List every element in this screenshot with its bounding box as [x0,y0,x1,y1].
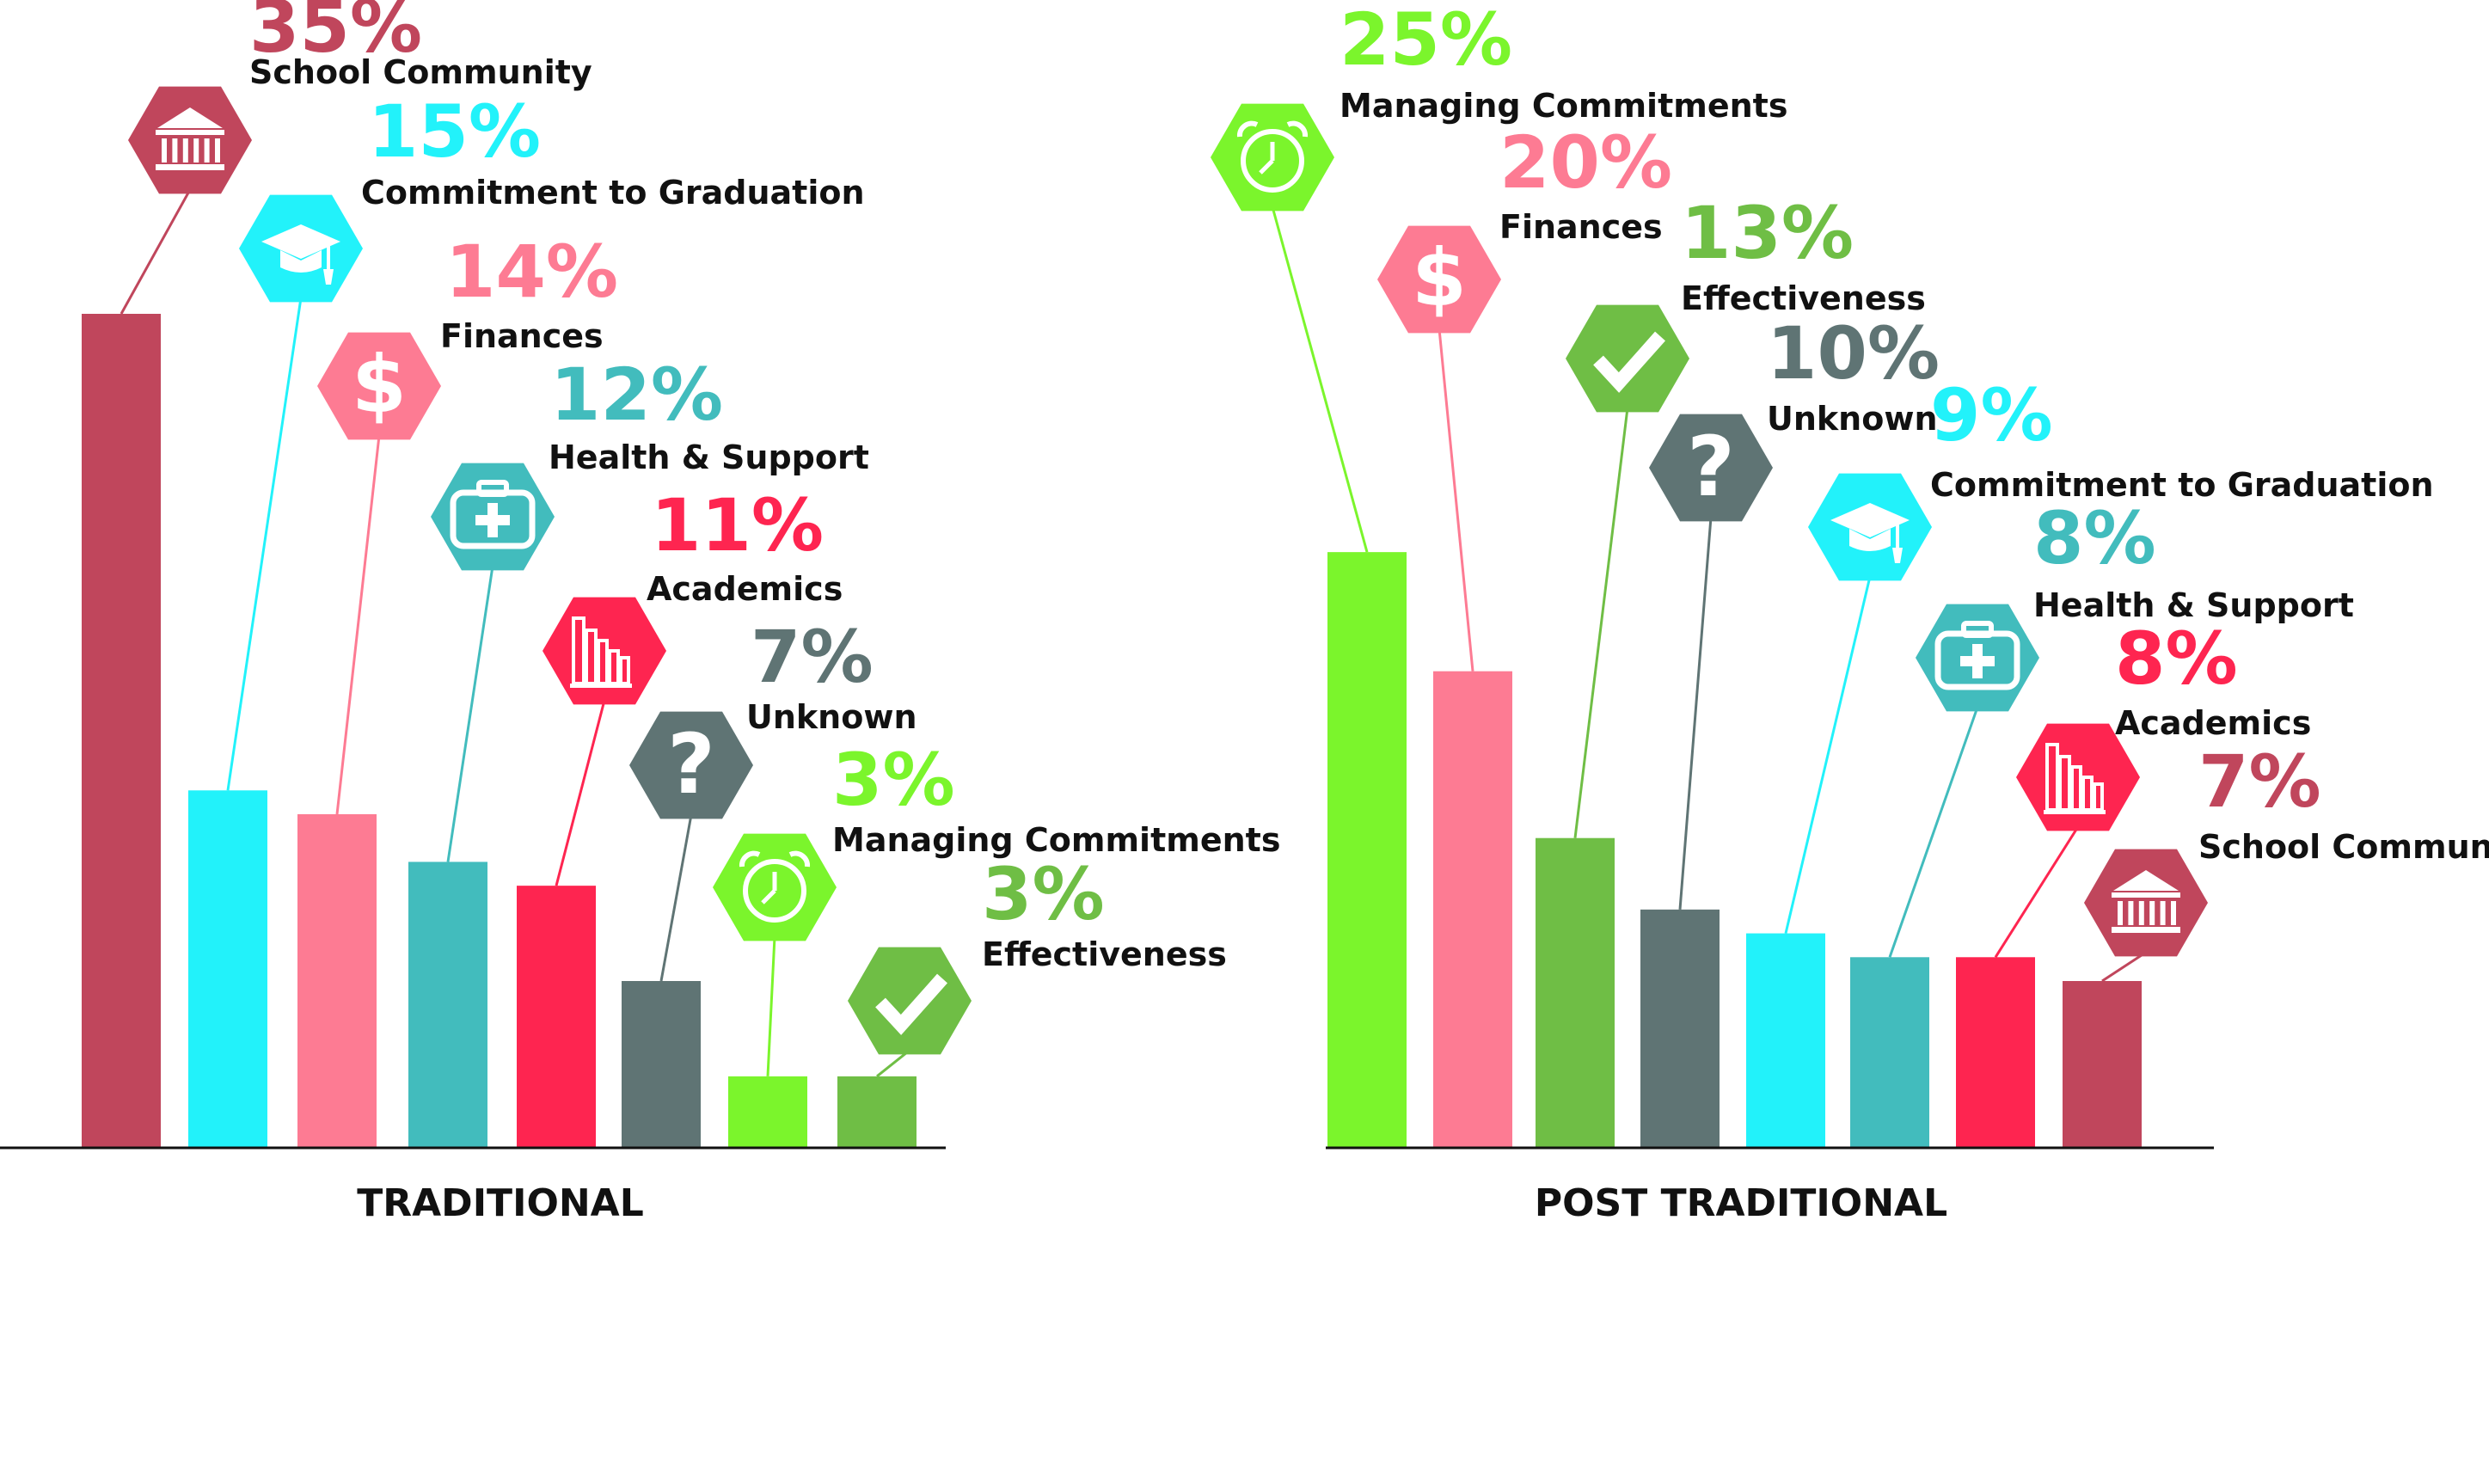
category-label: Health & Support [2033,586,2354,624]
category-label: Commitment to Graduation [361,174,865,212]
bar-managing-commitments [1327,552,1407,1148]
chart-title: TRADITIONAL [357,1181,644,1225]
question-icon: ? [629,711,753,819]
connector-line [1994,825,2080,959]
value-label: 8% [2115,616,2238,701]
bar-school-community [2063,981,2142,1148]
bar-academics [1956,957,2035,1148]
value-label: 7% [751,615,874,699]
category-label: School Community [249,53,592,91]
category-label: Finances [1499,208,1663,246]
connector-line [1888,707,1979,958]
checkmark-icon [848,947,972,1055]
svg-text:$: $ [352,339,407,431]
value-label: 7% [2198,739,2321,824]
books-icon [543,597,666,705]
bar-commitment-to-graduation [1746,933,1825,1148]
category-label: Managing Commitments [1340,87,1787,125]
bar-academics [517,886,596,1148]
value-label: 3% [832,738,955,822]
value-label: 3% [982,852,1105,936]
bar-effectiveness [1536,837,1615,1148]
value-label: 35% [249,0,422,69]
bar-commitment-to-graduation [188,790,267,1148]
category-label: Unknown [746,698,917,736]
connector-line [446,566,494,862]
dollar-icon: $ [1377,225,1501,334]
svg-text:$: $ [1412,232,1467,324]
graduation-cap-icon [239,194,363,303]
category-label: Effectiveness [1681,279,1926,317]
alarm-clock-icon [1211,103,1334,212]
connector-line [766,936,776,1076]
value-label: 20% [1499,120,1672,205]
connector-line [555,700,606,886]
connector-line [120,188,192,315]
value-label: 10% [1767,311,1940,396]
bar-unknown [1640,909,1720,1148]
value-label: 14% [445,230,618,314]
category-label: Managing Commitments [832,821,1280,859]
bar-unknown [622,981,701,1148]
chart-title: POST TRADITIONAL [1535,1181,1947,1225]
category-label: Effectiveness [982,935,1227,973]
value-label: 8% [2033,496,2156,580]
connector-line [1784,576,1872,934]
building-icon [128,86,252,194]
category-label: Academics [647,570,843,608]
value-label: 12% [550,353,723,437]
category-label: Unknown [1767,400,1938,438]
connector-line [335,435,381,815]
category-label: Health & Support [549,438,869,476]
connector-line [876,1049,910,1078]
connector-line [226,297,303,791]
svg-text:?: ? [1687,419,1735,515]
bar-effectiveness [837,1076,917,1148]
connector-line [1678,517,1713,910]
building-icon [2084,849,2208,957]
svg-text:?: ? [667,716,715,813]
connector-line [2101,951,2147,983]
bar-finances [1433,671,1512,1148]
connector-line [1438,328,1474,671]
bar-managing-commitments [728,1076,807,1148]
first-aid-kit-icon [1916,604,2039,712]
value-label: 25% [1340,0,1512,82]
category-label: Commitment to Graduation [1930,466,2434,504]
value-label: 13% [1681,191,1854,275]
bar-finances [297,814,377,1148]
category-label: Academics [2115,704,2311,742]
alarm-clock-icon [713,833,837,941]
bar-health-support [408,862,487,1148]
bar-school-community [82,314,161,1148]
connector-line [1573,408,1629,838]
value-label: 9% [1930,373,2053,457]
question-icon: ? [1649,414,1773,522]
checkmark-icon [1566,304,1689,413]
connector-line [1271,206,1369,553]
value-label: 11% [651,483,824,567]
connector-line [659,814,693,982]
bar-health-support [1850,957,1929,1148]
category-label: Finances [440,317,604,355]
category-label: School Community [2198,828,2489,866]
value-label: 15% [368,89,541,174]
books-icon [2016,723,2140,831]
dollar-icon: $ [317,332,441,440]
first-aid-kit-icon [431,463,555,571]
graduation-cap-icon [1808,473,1932,581]
